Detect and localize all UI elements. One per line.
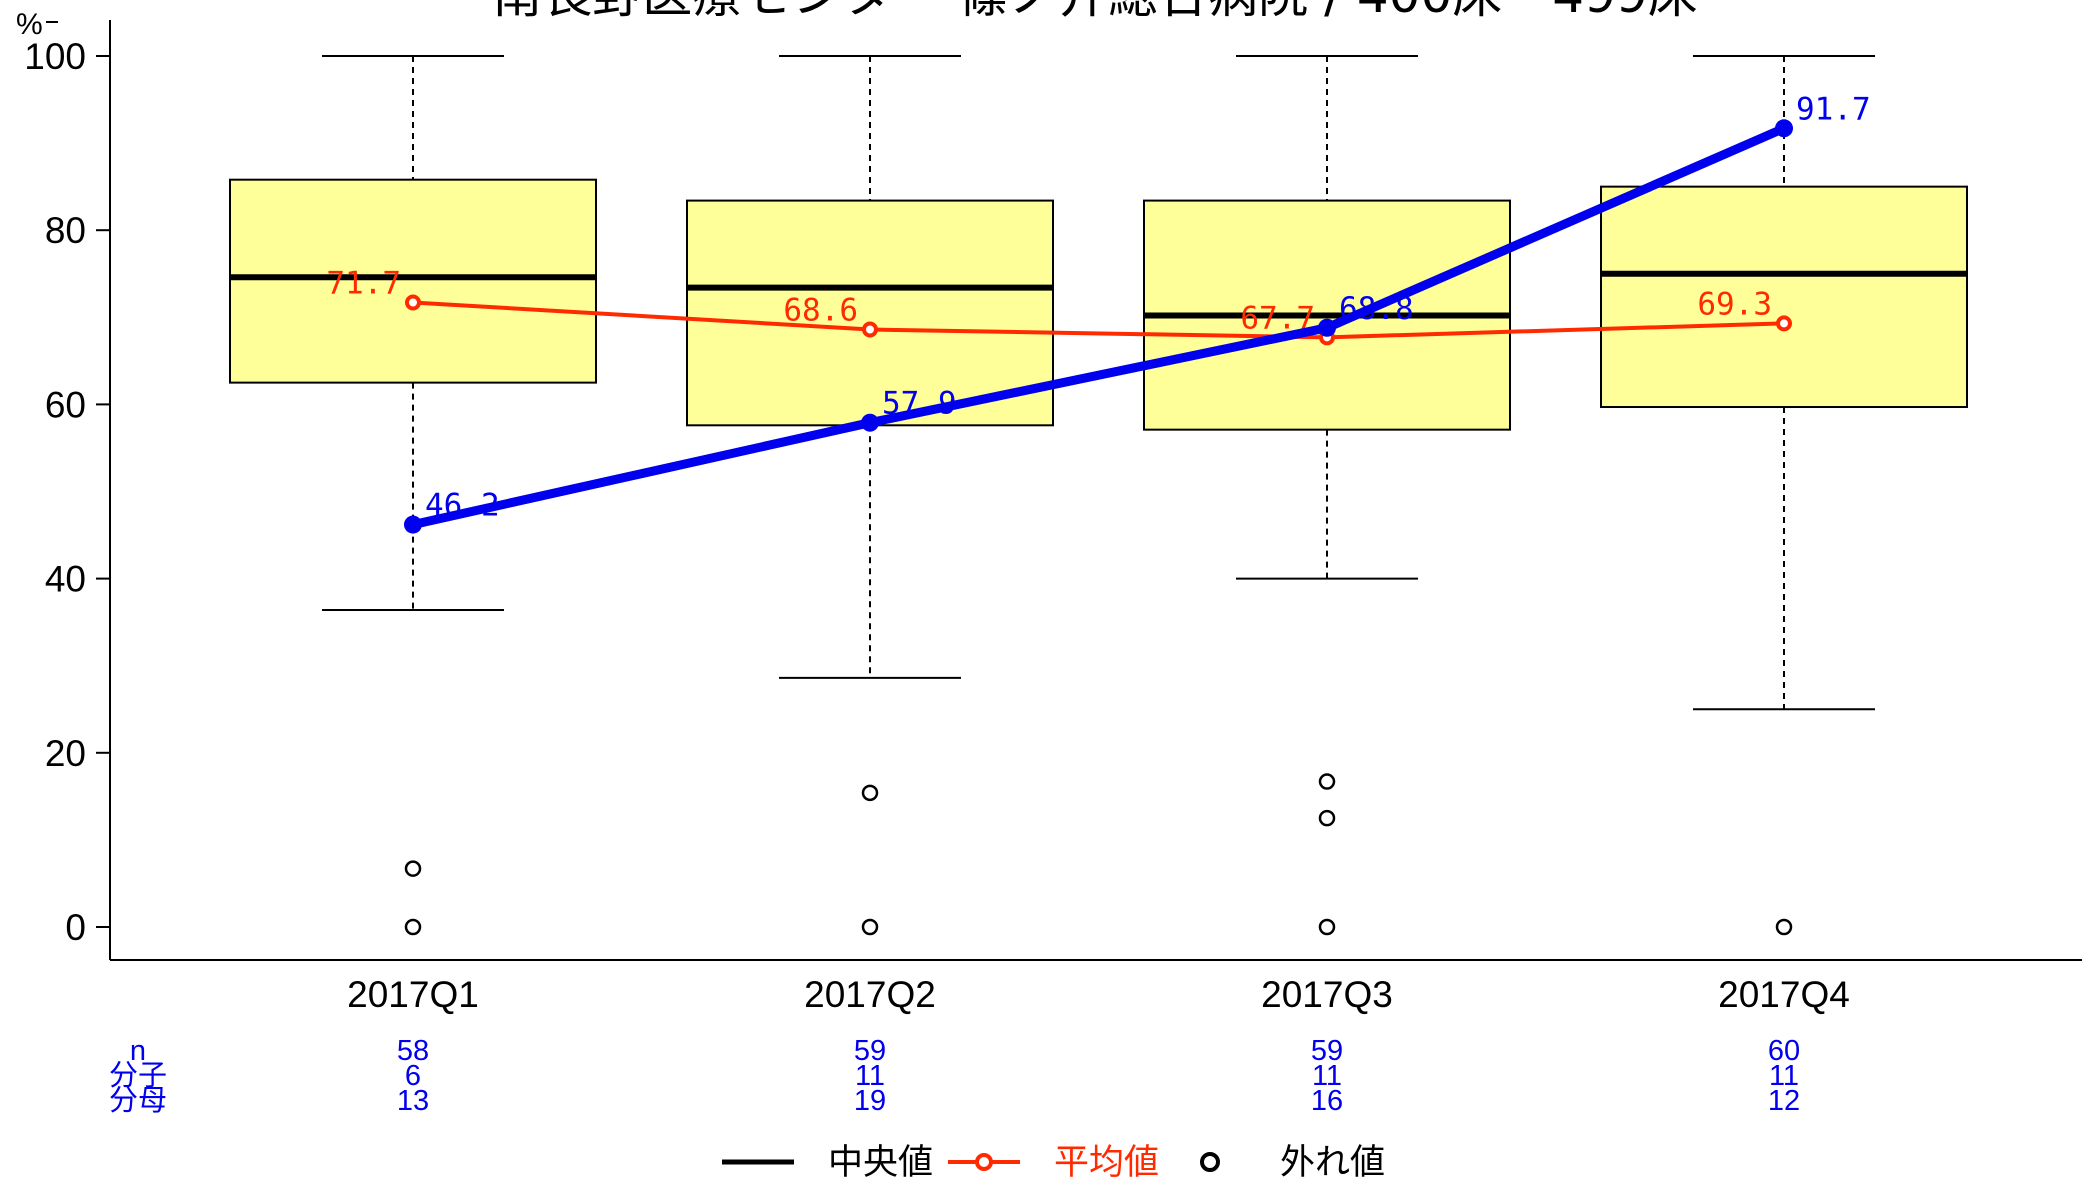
hospital-line [412, 124, 1786, 529]
hospital-value-label: 91.7 [1796, 91, 1871, 127]
count-value: 13 [397, 1085, 429, 1117]
hospital-value-label: 57.9 [882, 386, 957, 422]
outlier-point [1318, 809, 1336, 827]
count-value: 12 [1768, 1085, 1800, 1117]
count-value: 6 [405, 1060, 421, 1092]
count-value: 59 [854, 1035, 886, 1067]
count-value: 19 [854, 1085, 886, 1117]
mean-value-label: 68.6 [783, 292, 858, 328]
count-value: 60 [1768, 1035, 1800, 1067]
count-value: 58 [397, 1035, 429, 1067]
count-value: 16 [1311, 1085, 1343, 1117]
x-tick-label: 2017Q2 [804, 974, 936, 1015]
chart-title: 南長野医療センター 篠ノ井総合病院 / 400床～499床 [492, 0, 1697, 24]
hospital-value-label: 68.8 [1339, 291, 1414, 327]
count-row-label: 分母 [109, 1085, 167, 1117]
outlier-point [404, 860, 422, 877]
hospital-point [404, 515, 422, 534]
x-tick-label: 2017Q4 [1718, 974, 1850, 1015]
hospital-value-label: 46.2 [425, 488, 500, 524]
count-value: 59 [1311, 1035, 1343, 1067]
legend-mean-swatch-point [975, 1153, 993, 1171]
outlier-point [861, 784, 879, 802]
outlier-point [1775, 918, 1793, 936]
y-tick-label: 100 [24, 36, 86, 77]
hospital-point [1775, 119, 1793, 138]
outlier-point [1318, 918, 1336, 936]
outlier-point [404, 918, 422, 936]
mean-value-label: 71.7 [326, 265, 401, 301]
hospital-point [1318, 318, 1336, 337]
mean-point [862, 321, 878, 338]
count-row-label: 分子 [109, 1060, 167, 1092]
legend-outlier-swatch [1200, 1152, 1220, 1172]
x-tick-label: 2017Q1 [347, 974, 479, 1015]
y-tick-label: 80 [45, 210, 86, 251]
y-axis-label: % [16, 8, 43, 41]
mean-value-label: 69.3 [1697, 286, 1772, 322]
count-value: 11 [1312, 1060, 1342, 1092]
boxplots [229, 55, 1968, 936]
legend-mean-label: 平均値 [1054, 1143, 1159, 1181]
y-tick-label: 20 [45, 733, 86, 774]
y-tick-label: 40 [45, 559, 86, 600]
mean-point [405, 294, 421, 311]
y-tick-label: 60 [45, 384, 86, 425]
legend-median-label: 中央値 [828, 1143, 933, 1181]
outlier-point [861, 918, 879, 936]
count-row-label: n [130, 1035, 146, 1067]
outlier-point [1318, 773, 1336, 790]
mean-line [412, 300, 1785, 340]
mean-point [1776, 315, 1792, 332]
hospital-point [861, 413, 879, 432]
axes: 0 20 40 60 80 100 2017Q1 2017Q2 2017Q3 2017Q4 [24, 20, 2082, 1015]
x-tick-label: 2017Q3 [1261, 974, 1393, 1015]
y-tick-label: 0 [65, 907, 86, 948]
box-iqr [1600, 185, 1968, 409]
box-iqr [229, 178, 597, 384]
series-lines: 71.768.6 67.7 69.346.257.968.891.7 [326, 91, 1871, 534]
count-value: 11 [1769, 1060, 1799, 1092]
legend-outlier-label: 外れ値 [1280, 1143, 1385, 1181]
count-value: 11 [855, 1060, 885, 1092]
legend: 中央値 平均値 外れ値 [722, 1143, 1385, 1181]
